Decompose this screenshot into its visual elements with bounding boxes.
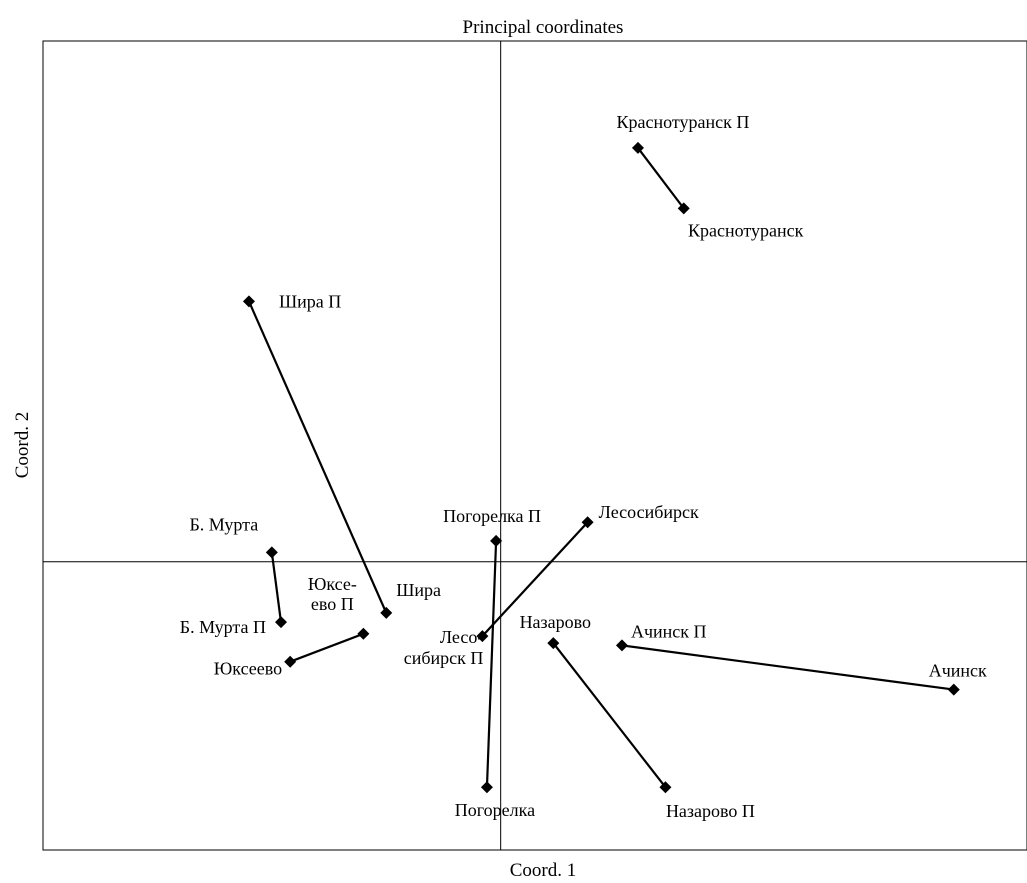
y-axis-label: Coord. 2 <box>12 412 33 479</box>
label-achinsk: Ачинск <box>929 661 987 681</box>
point-lesosibirsk <box>581 516 594 529</box>
point-labels: Краснотуранск П Краснотуранск Шира П Шира Б.… <box>180 112 987 821</box>
pair-line-yukseevo_p-yukseevo <box>289 632 364 663</box>
x-axis-label: Coord. 1 <box>510 860 577 881</box>
label-shira_p: Шира П <box>279 291 341 311</box>
pair-line-pogorelka_p-pogorelka <box>485 540 498 788</box>
label-lesosibirsk_p: Лесо-сибирск П <box>404 627 484 668</box>
point-shira_p <box>242 295 255 308</box>
plot-frame <box>42 40 1027 851</box>
data-points <box>242 141 960 794</box>
label-nazarovo: Назарово <box>520 612 591 632</box>
point-nazarovo <box>547 637 560 650</box>
label-lesosibirsk: Лесосибирск <box>599 502 699 522</box>
label-achinsk_p: Ачинск П <box>631 621 707 641</box>
point-b_murta <box>265 546 278 559</box>
label-pogorelka_p: Погорелка П <box>443 506 541 526</box>
point-achinsk <box>947 683 960 696</box>
point-krasnoturansk_p <box>631 141 644 154</box>
point-achinsk_p <box>615 639 628 652</box>
label-nazarovo_p: Назарово П <box>666 801 755 821</box>
pair-line-achinsk_p-achinsk <box>621 644 954 691</box>
label-yukseevo: Юксеево <box>214 659 282 679</box>
label-yukseevo_p: Юксе-ево П <box>308 574 357 614</box>
label-b_murta_p: Б. Мурта П <box>180 617 266 637</box>
pair-lines <box>247 147 954 788</box>
point-b_murta_p <box>274 616 287 629</box>
pair-line-lesosibirsk-lesosibirsk_p <box>481 521 589 637</box>
pair-line-nazarovo-nazarovo_p <box>552 642 667 788</box>
label-b_murta: Б. Мурта <box>189 514 258 534</box>
chart-title: Principal coordinates <box>463 17 624 38</box>
label-shira: Шира <box>396 580 441 600</box>
label-krasnoturansk_p: Краснотуранск П <box>617 112 750 132</box>
point-yukseevo_p <box>357 627 370 640</box>
point-krasnoturansk <box>677 202 690 215</box>
point-yukseevo <box>284 655 297 668</box>
point-shira <box>380 606 393 619</box>
pair-line-shira_p-shira <box>247 300 388 614</box>
label-krasnoturansk: Краснотуранск <box>688 220 804 240</box>
pair-line-krasnoturansk_p-krasnoturansk <box>637 147 685 210</box>
label-pogorelka: Погорелка <box>455 800 535 820</box>
point-nazarovo_p <box>659 781 672 794</box>
point-pogorelka <box>480 781 493 794</box>
point-pogorelka_p <box>490 534 503 547</box>
pair-line-b_murta-b_murta_p <box>270 552 283 623</box>
point-lesosibirsk_p <box>476 630 489 643</box>
